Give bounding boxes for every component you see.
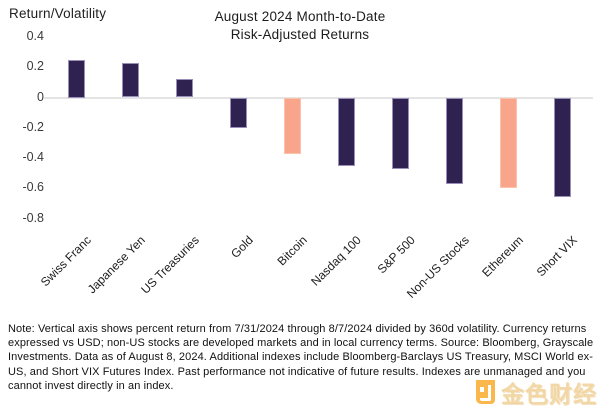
y-axis-tick-label: 0.2 xyxy=(26,59,44,74)
zero-axis-line xyxy=(44,96,593,99)
y-axis-tick-label: -0.6 xyxy=(22,180,44,195)
y-axis-tick-label: -0.4 xyxy=(22,150,44,165)
bar-non-us-stocks xyxy=(446,97,464,184)
bar-japanese-yen xyxy=(122,62,140,98)
x-axis-label-ethereum: Ethereum xyxy=(478,233,526,280)
bar-short-vix xyxy=(554,97,572,198)
jinse-finance-logo-icon xyxy=(476,380,495,404)
chart-title: August 2024 Month-to-Date Risk-Adjusted … xyxy=(150,8,450,44)
x-axis-label-bitcoin: Bitcoin xyxy=(274,233,310,269)
bar-s-p-500 xyxy=(392,97,410,169)
y-axis-tick-label: 0 xyxy=(37,89,44,104)
bar-swiss-franc xyxy=(68,59,86,98)
chart-title-line-2: Risk-Adjusted Returns xyxy=(230,27,370,42)
chart-title-line-1: August 2024 Month-to-Date xyxy=(214,9,386,24)
bar-gold xyxy=(230,97,248,128)
footnote-text: Note: Vertical axis shows percent return… xyxy=(8,323,594,392)
watermark-text: 金色财经 xyxy=(501,381,597,407)
bar-bitcoin xyxy=(284,97,302,154)
watermark: 金色财经 xyxy=(473,375,597,409)
x-axis-label-short-vix: Short VIX xyxy=(533,233,580,280)
y-axis-tick-label: -0.2 xyxy=(22,119,44,134)
bar-us-treasuries xyxy=(176,79,194,98)
y-axis-title: Return/Volatility xyxy=(9,6,107,21)
x-axis-label-s-p-500: S&P 500 xyxy=(374,233,418,277)
y-axis-tick-label: -0.8 xyxy=(22,210,44,225)
bar-nasdaq-100 xyxy=(338,97,356,166)
x-axis-label-nasdaq-100: Nasdaq 100 xyxy=(307,233,364,289)
x-axis-label-gold: Gold xyxy=(227,233,256,261)
bar-ethereum xyxy=(500,97,518,189)
x-axis-label-swiss-franc: Swiss Franc xyxy=(37,233,94,290)
y-axis-tick-label: 0.4 xyxy=(26,28,44,43)
plot-area: 0.4 0.2 0 -0.2 -0.4 -0.6 -0.8 Swiss Franc Japane… xyxy=(22,28,593,301)
